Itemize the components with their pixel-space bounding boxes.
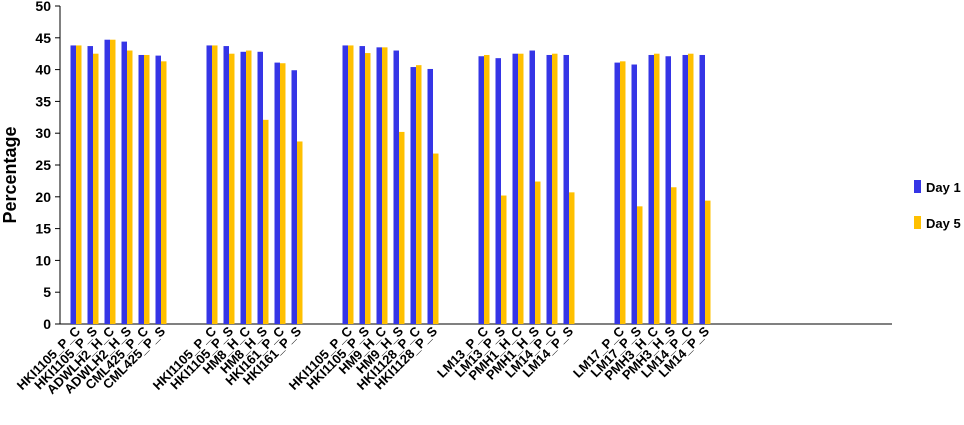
- bar-day5: [382, 47, 388, 325]
- bar-day5: [229, 53, 235, 324]
- bar-day1: [682, 54, 688, 325]
- y-tick-label: 25: [35, 157, 51, 173]
- legend: Day 1 Day 5: [914, 180, 961, 231]
- bar-day5: [76, 45, 82, 324]
- bar-day1: [206, 45, 212, 324]
- bar-day1: [104, 39, 110, 324]
- y-tick-label: 15: [35, 221, 51, 237]
- y-tick-labels: 0 5 10 15 20 25 30 35 40 45 50: [35, 0, 51, 332]
- bar-day1: [87, 46, 93, 325]
- bar-day5: [365, 53, 371, 325]
- bar-day1: [342, 45, 348, 324]
- bar-day1: [512, 53, 518, 324]
- bar-day5: [348, 45, 354, 324]
- bar-day1: [359, 46, 365, 325]
- bar-day5: [705, 200, 711, 324]
- bar-day5: [399, 131, 405, 324]
- bar-day1: [699, 54, 705, 325]
- bar-day5: [569, 192, 575, 324]
- bar-day5: [93, 53, 99, 324]
- y-tick-label: 30: [35, 125, 51, 141]
- bar-day5: [637, 206, 643, 324]
- bar-day1: [478, 56, 484, 325]
- y-tick-label: 45: [35, 30, 51, 46]
- bar-day1: [665, 56, 671, 325]
- y-tick-label: 10: [35, 252, 51, 268]
- legend-swatch-day5: [914, 216, 921, 229]
- bar-day5: [552, 53, 558, 324]
- y-tick-label: 0: [43, 316, 51, 332]
- y-tick-label: 40: [35, 62, 51, 78]
- bar-day1: [410, 67, 416, 324]
- bar-day1: [495, 58, 501, 324]
- bar-day1: [223, 46, 229, 325]
- bar-day5: [263, 119, 269, 325]
- bar-day5: [297, 141, 303, 324]
- bar-day5: [671, 187, 677, 324]
- bar-day1: [393, 50, 399, 325]
- bar-day1: [121, 41, 127, 325]
- bar-day1: [376, 47, 382, 325]
- bar-day1: [546, 54, 552, 325]
- bar-day1: [138, 54, 144, 325]
- bar-day5: [212, 45, 218, 324]
- bar-day1: [563, 54, 569, 325]
- bars: [70, 39, 711, 325]
- bar-day5: [246, 50, 252, 325]
- bar-day5: [484, 54, 490, 325]
- bar-day5: [110, 39, 116, 324]
- x-tick-labels: HKI1105_P_CHKI1105_P_SADWLH2_H_CADWLH2_H…: [14, 323, 713, 397]
- bar-day5: [535, 181, 541, 324]
- bar-day5: [518, 53, 524, 324]
- bar-day1: [614, 62, 620, 324]
- bar-day5: [161, 61, 167, 324]
- bar-day5: [620, 61, 626, 324]
- bar-day1: [257, 51, 263, 325]
- bar-day5: [501, 195, 507, 324]
- bar-day5: [654, 53, 660, 324]
- legend-swatch-day1: [914, 180, 921, 193]
- bar-day5: [280, 63, 286, 325]
- bar-day1: [648, 54, 654, 325]
- legend-label-day5: Day 5: [926, 216, 961, 231]
- y-tick-label: 50: [35, 0, 51, 14]
- bar-day5: [688, 53, 694, 324]
- legend-label-day1: Day 1: [926, 180, 961, 195]
- bar-day5: [144, 54, 150, 325]
- bar-day5: [416, 65, 422, 324]
- bar-day1: [274, 62, 280, 324]
- bar-day1: [291, 70, 297, 325]
- bar-day1: [427, 68, 433, 325]
- bar-day1: [631, 64, 637, 325]
- bar-day1: [70, 45, 76, 324]
- bar-day5: [127, 50, 133, 325]
- bar-day1: [240, 51, 246, 325]
- y-tick-label: 5: [43, 284, 51, 300]
- bar-day5: [433, 153, 439, 324]
- y-tick-label: 20: [35, 189, 51, 205]
- bar-day1: [155, 55, 161, 324]
- axes: [55, 5, 892, 325]
- y-tick-label: 35: [35, 93, 51, 109]
- bar-day1: [529, 50, 535, 325]
- y-axis-label: Percentage: [0, 126, 20, 223]
